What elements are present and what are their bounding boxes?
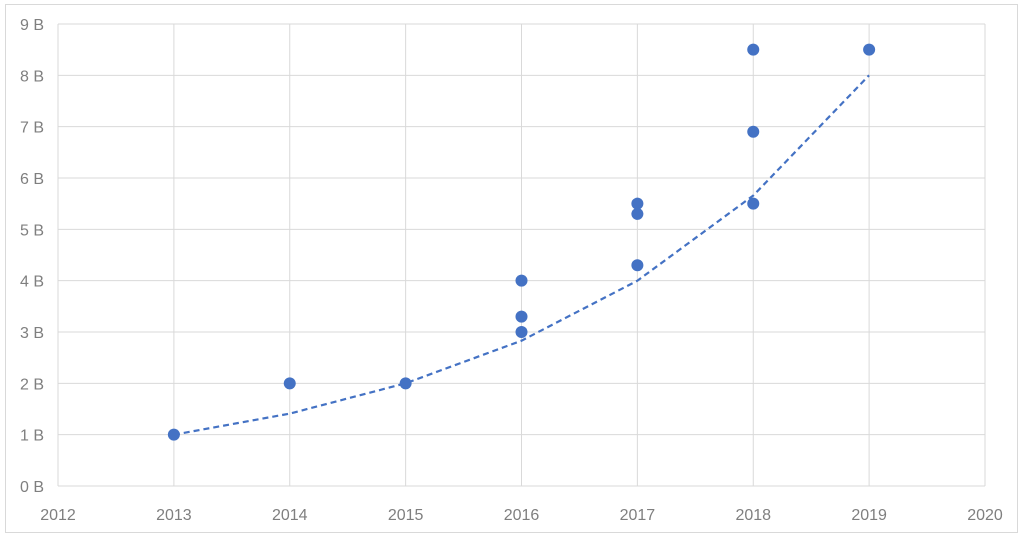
- grid-lines: [57, 23, 986, 487]
- data-point: [631, 259, 644, 272]
- x-tick-label: 2014: [272, 507, 308, 524]
- y-tick-label: 8 B: [20, 68, 44, 85]
- x-tick-label: 2019: [851, 507, 887, 524]
- data-point: [515, 274, 528, 287]
- data-point: [399, 377, 412, 390]
- x-tick-label: 2020: [967, 507, 1003, 524]
- y-tick-label: 7 B: [20, 120, 44, 137]
- x-tick-label: 2017: [620, 507, 656, 524]
- data-point: [747, 125, 760, 138]
- data-points: [167, 43, 876, 441]
- y-tick-label: 9 B: [20, 17, 44, 34]
- data-point: [167, 428, 180, 441]
- x-tick-label: 2015: [388, 507, 424, 524]
- data-point: [747, 197, 760, 210]
- data-point: [631, 197, 644, 210]
- data-point: [747, 43, 760, 56]
- data-point: [631, 207, 644, 220]
- x-tick-label: 2012: [40, 507, 76, 524]
- x-axis-ticks: 2012 2013 2014 2015 2016 2017 2018 2019 2020: [40, 507, 1003, 524]
- data-point: [283, 377, 296, 390]
- y-tick-label: 0 B: [20, 479, 44, 496]
- y-tick-label: 4 B: [20, 274, 44, 291]
- data-point: [515, 326, 528, 338]
- y-axis-ticks: 0 B 1 B 2 B 3 B 4 B 5 B 6 B 7 B 8 B 9 B: [20, 17, 44, 496]
- x-tick-label: 2013: [156, 507, 192, 524]
- x-tick-label: 2018: [735, 507, 771, 524]
- y-tick-label: 2 B: [20, 376, 44, 393]
- y-tick-label: 3 B: [20, 325, 44, 342]
- trendline-group: [173, 74, 870, 436]
- x-tick-label: 2016: [504, 507, 540, 524]
- y-tick-label: 5 B: [20, 222, 44, 239]
- trendline: [173, 74, 870, 436]
- data-point: [863, 43, 876, 56]
- data-point: [515, 310, 528, 323]
- y-tick-label: 1 B: [20, 428, 44, 445]
- y-tick-label: 6 B: [20, 171, 44, 188]
